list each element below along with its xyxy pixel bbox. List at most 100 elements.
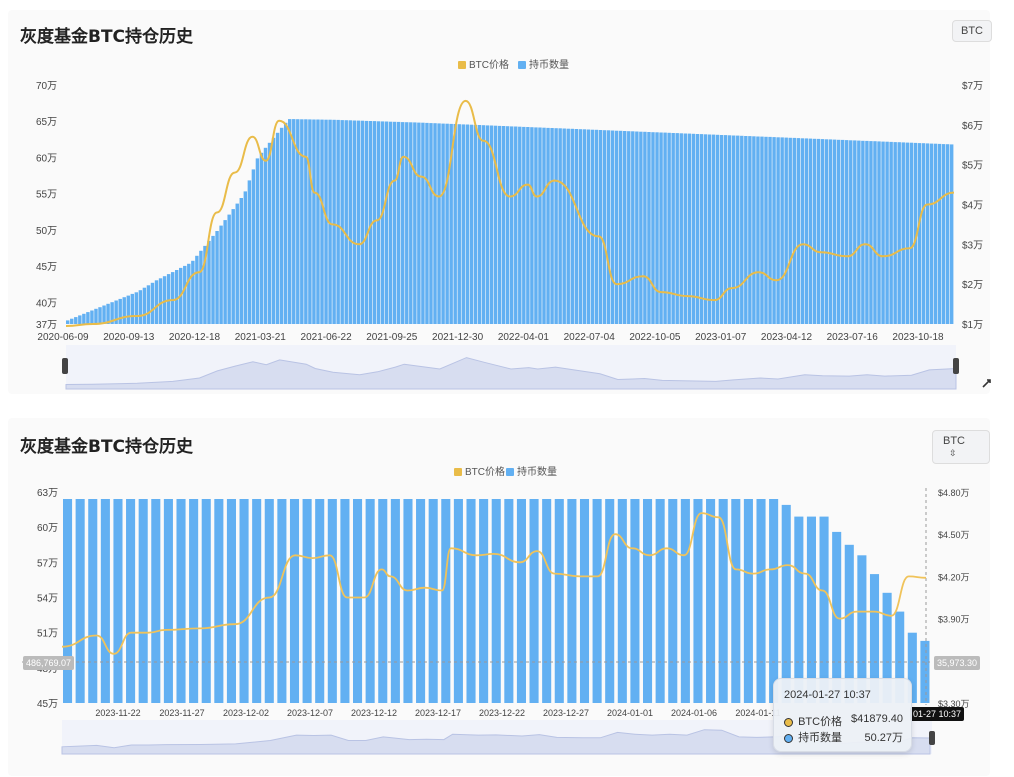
holdings-bar (715, 134, 720, 324)
holdings-bar (794, 516, 804, 703)
tooltip-date: 2024-01-27 10:37 (784, 689, 871, 701)
x-tick-label: 2023-12-02 (223, 708, 269, 718)
holdings-bar (138, 499, 148, 703)
holdings-bar (288, 119, 292, 324)
left-tick-label: 37万 (36, 320, 57, 331)
holdings-bar (929, 143, 934, 324)
left-tick-label: 40万 (36, 298, 57, 309)
holdings-bar (550, 128, 554, 324)
holdings-bar (312, 119, 316, 324)
holdings-bar (191, 260, 195, 324)
holdings-bar (865, 140, 869, 324)
holdings-bar (643, 131, 647, 324)
holdings-bar (812, 138, 817, 324)
holdings-bar (352, 120, 357, 324)
holdings-bar (740, 135, 744, 324)
price-line (61, 512, 927, 655)
holdings-bar (504, 499, 514, 703)
holdings-bar (781, 504, 791, 703)
date-tag: 01-27 10:37 (910, 707, 965, 721)
holdings-bar (605, 499, 615, 703)
holdings-bar (372, 121, 377, 324)
holdings-bar (627, 131, 631, 324)
unit-select-button[interactable]: BTC (952, 20, 992, 42)
holdings-bar (806, 516, 816, 703)
x-tick-label: 2021-06-22 (301, 332, 353, 343)
navigator-right-handle[interactable] (929, 731, 935, 745)
legend-holdings-label[interactable]: 持币数量 (517, 465, 557, 478)
left-tick-label: 45万 (37, 699, 58, 710)
navigator-left-handle[interactable] (62, 358, 68, 374)
holdings-bar (828, 139, 833, 324)
holdings-bar (75, 499, 85, 703)
holdings-bar (336, 119, 340, 325)
holdings-bar (327, 499, 337, 703)
holdings-bar (166, 274, 171, 324)
holdings-bar (945, 144, 950, 324)
chart-title: 灰度基金BTC持仓历史 (20, 27, 194, 47)
holdings-bar (623, 131, 627, 324)
legend-price-label[interactable]: BTC价格 (469, 58, 509, 71)
holdings-bar (675, 133, 679, 324)
holdings-bar (211, 235, 215, 324)
navigator-right-handle[interactable] (953, 358, 959, 374)
holdings-bar (594, 129, 599, 324)
holdings-bar (510, 126, 514, 325)
legend: BTC价格 持币数量 (454, 465, 557, 478)
holdings-bar (106, 303, 110, 324)
holdings-bar (631, 131, 635, 324)
right-axis: $3.30万$3.60万$3.90万$4.20万$4.50万$4.80万 (938, 488, 970, 709)
holdings-bar (138, 290, 143, 324)
holdings-bar (727, 135, 732, 324)
holdings-bar (405, 122, 409, 324)
holdings-bar (344, 120, 348, 324)
legend-holdings-label[interactable]: 持币数量 (529, 58, 569, 71)
holdings-bar (579, 499, 590, 703)
holdings-bar (378, 499, 388, 703)
x-tick-label: 2024-01-06 (671, 708, 717, 718)
holdings-bar (283, 122, 288, 324)
holdings-bar (651, 132, 655, 324)
holdings-bar (655, 499, 665, 703)
x-tick-label: 2023-12-17 (415, 708, 461, 718)
collapse-arrow-icon[interactable] (982, 379, 991, 388)
holdings-bar (630, 499, 640, 703)
unit-select-dropdown[interactable]: BTC ⇳ (932, 430, 990, 464)
left-tick-label: 55万 (36, 190, 57, 201)
holdings-bar (768, 136, 772, 324)
holdings-bar (836, 139, 841, 324)
range-navigator[interactable] (62, 345, 959, 390)
legend-price-label[interactable]: BTC价格 (465, 465, 505, 478)
holdings-bar (421, 122, 425, 324)
left-axis: 37万 40万 45万 50万 55万 60万 65万 70万 (36, 81, 57, 331)
x-tick-label: 2020-12-18 (169, 332, 221, 343)
holdings-bar (110, 302, 114, 324)
holdings-bar (365, 499, 375, 703)
x-tick-label: 2022-10-05 (629, 332, 681, 343)
holdings-bar (655, 132, 659, 324)
holdings-bar (824, 139, 829, 324)
unit-select-label: BTC (943, 435, 965, 447)
holdings-bar (433, 123, 437, 324)
right-tick-label: $2万 (962, 280, 983, 291)
holdings-bar (183, 265, 187, 324)
holdings-dot-icon (784, 733, 793, 743)
holdings-bar (231, 209, 235, 324)
holdings-bar (687, 133, 692, 324)
holdings-bar (259, 152, 264, 324)
right-tick-label: $4.80万 (938, 488, 970, 498)
holdings-bar (558, 128, 562, 324)
holdings-bar (316, 119, 320, 324)
holdings-bar (403, 499, 413, 703)
holdings-bar (618, 130, 623, 324)
holdings-bar (174, 270, 179, 324)
holdings-bar (176, 499, 186, 703)
holdings-bar (332, 119, 336, 324)
holdings-bar (90, 310, 94, 324)
x-tick-label: 2021-09-25 (366, 332, 418, 343)
holdings-bar (529, 499, 539, 703)
chart-title: 灰度基金BTC持仓历史 (20, 437, 194, 457)
holdings-bar (949, 144, 954, 324)
x-axis: 2020-06-09 2020-09-13 2020-12-18 2021-03-21… (37, 332, 944, 343)
